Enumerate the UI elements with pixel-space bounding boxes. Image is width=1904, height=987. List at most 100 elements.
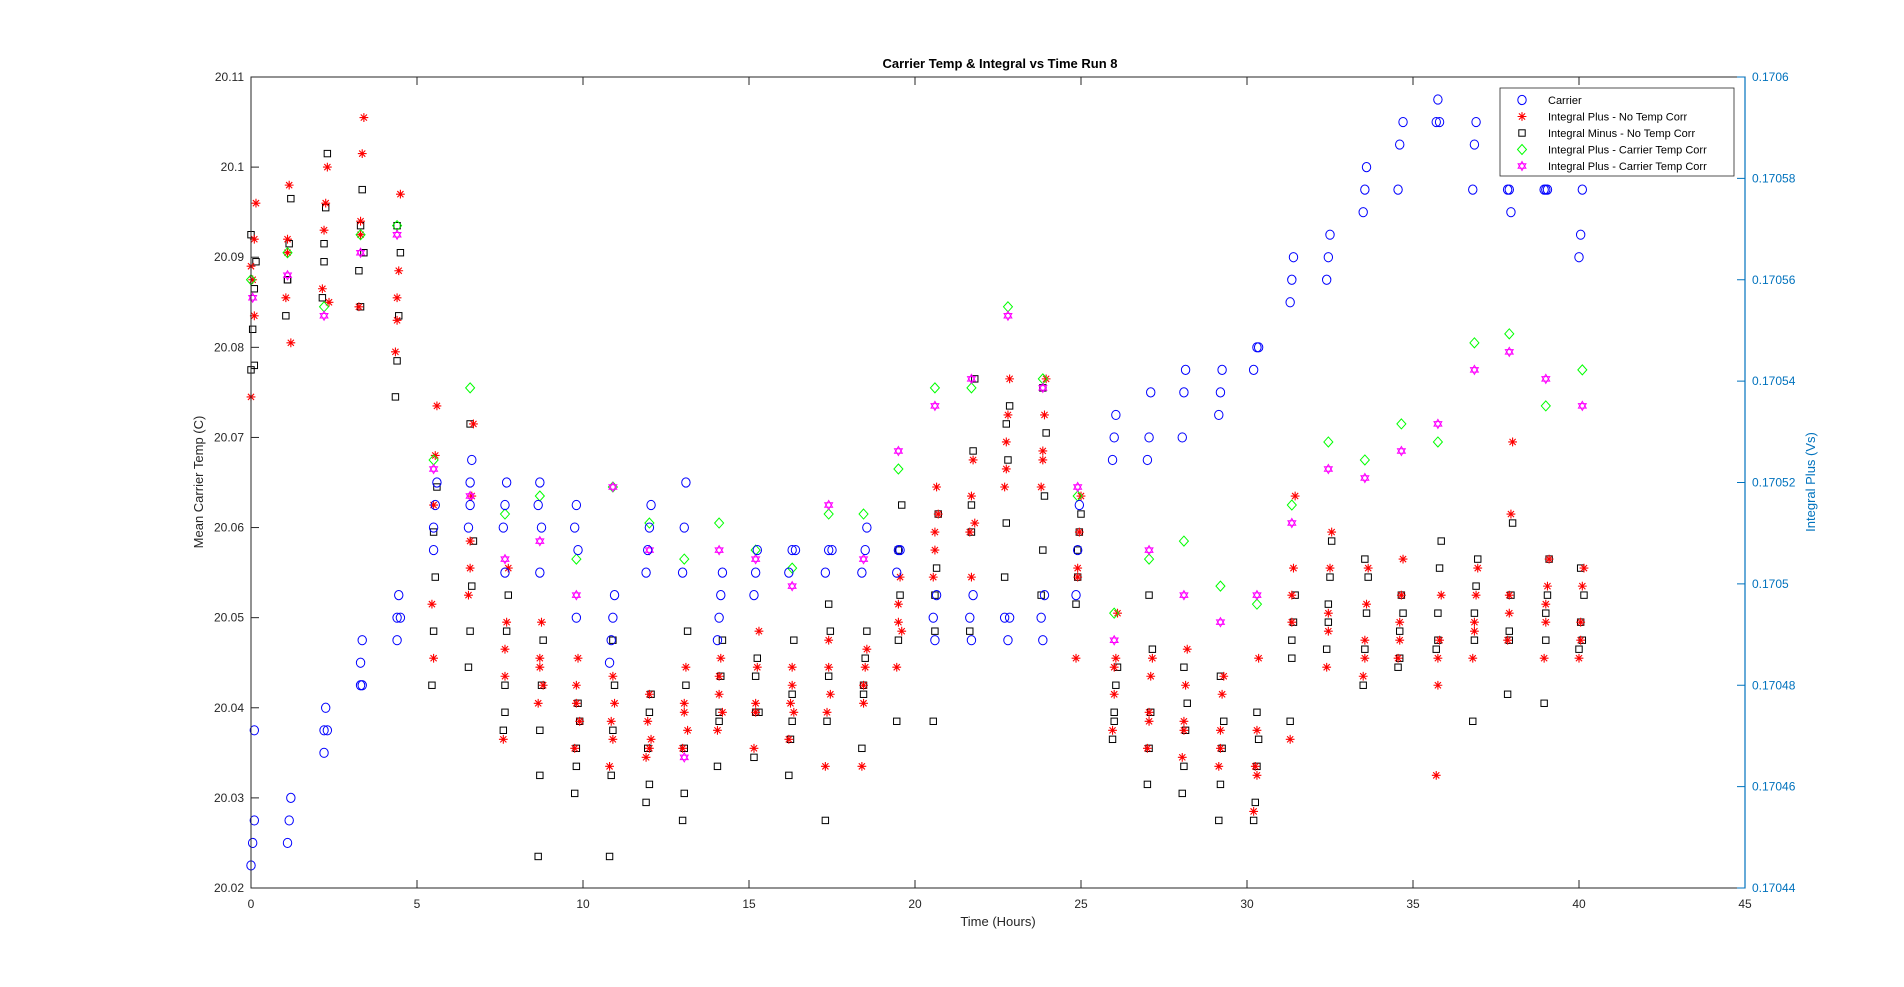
data-point — [500, 553, 510, 562]
data-point — [1508, 437, 1517, 447]
axes: 0 5 10 15 20 25 30 35 40 45 20.02 20.03 20.04 20.05 20… — [214, 70, 1796, 911]
data-point — [1577, 400, 1588, 409]
data-point — [824, 662, 834, 672]
x-tick-label: 10 — [576, 897, 590, 911]
data-point — [1004, 612, 1015, 623]
data-point — [1287, 274, 1297, 285]
data-point — [1251, 598, 1263, 610]
data-point — [642, 798, 650, 807]
data-point — [1541, 599, 1551, 609]
data-point — [465, 563, 475, 573]
data-point — [465, 477, 475, 488]
data-point — [609, 636, 617, 644]
legend-label: Integral Plus - Carrier Temp Corr — [1548, 161, 1707, 173]
data-point — [283, 276, 292, 284]
data-point — [1077, 510, 1085, 518]
data-point — [892, 567, 902, 578]
data-point — [536, 522, 547, 533]
data-point — [1252, 589, 1262, 598]
data-point — [1324, 618, 1333, 626]
data-point — [572, 762, 581, 771]
data-point — [683, 627, 692, 635]
data-point — [1248, 364, 1259, 375]
data-point — [790, 636, 798, 644]
data-point — [1001, 437, 1011, 447]
data-point — [321, 702, 331, 713]
data-point — [610, 698, 619, 708]
data-point-part — [1179, 592, 1189, 601]
data-point — [822, 707, 832, 717]
y-axis-right-label: Integral Plus (Vs) — [1803, 432, 1818, 532]
data-point — [503, 563, 513, 573]
data-point — [646, 734, 656, 744]
data-point — [1038, 446, 1048, 456]
data-point-part — [282, 272, 293, 281]
data-point-part — [750, 556, 761, 565]
data-point — [1216, 780, 1225, 789]
data-point — [1216, 743, 1225, 753]
y-left-tick-label: 20.07 — [214, 430, 244, 444]
data-point — [282, 312, 290, 320]
data-point — [355, 657, 366, 668]
legend-box — [1499, 87, 1735, 177]
data-point — [718, 707, 727, 717]
data-point — [682, 681, 690, 689]
data-point — [429, 653, 438, 663]
data-point — [1361, 162, 1372, 173]
data-point — [319, 310, 329, 319]
data-point — [716, 590, 726, 601]
data-point — [749, 743, 759, 753]
data-point — [1180, 663, 1188, 671]
legend-marker — [1517, 112, 1527, 121]
data-point — [895, 572, 905, 582]
data-point — [287, 194, 295, 203]
data-point — [1110, 708, 1118, 716]
data-point — [931, 627, 939, 635]
data-point — [1039, 546, 1047, 554]
data-point — [677, 567, 688, 578]
data-point — [249, 725, 260, 736]
data-point — [826, 627, 835, 635]
data-point — [1393, 653, 1403, 663]
data-point-part — [1287, 520, 1297, 529]
data-point — [605, 852, 614, 861]
data-point — [1285, 297, 1295, 308]
data-point — [357, 680, 367, 691]
data-point — [498, 522, 509, 533]
data-point-part — [571, 592, 582, 601]
data-point — [751, 672, 760, 680]
data-point — [468, 582, 476, 590]
data-point — [1111, 409, 1121, 421]
data-point — [1040, 410, 1049, 420]
x-tick-label: 45 — [1738, 897, 1752, 911]
data-point — [571, 612, 582, 623]
data-point — [606, 716, 616, 726]
data-point — [1040, 492, 1049, 500]
data-point — [1215, 616, 1226, 625]
data-point — [357, 635, 367, 646]
data-point — [282, 246, 293, 259]
data-point — [971, 375, 979, 383]
x-tick-label: 30 — [1240, 897, 1254, 911]
data-point-part — [1469, 367, 1480, 376]
data-point — [1253, 342, 1264, 353]
data-point — [897, 626, 907, 636]
data-point — [929, 382, 941, 394]
data-point — [1073, 563, 1083, 573]
data-point — [1543, 591, 1552, 599]
data-point — [1147, 653, 1157, 663]
data-point — [678, 816, 687, 825]
y-left-tick-label: 20.04 — [214, 701, 244, 715]
data-point — [1183, 699, 1191, 707]
data-point — [1254, 653, 1264, 663]
data-point — [1577, 364, 1588, 376]
data-point-part — [1577, 403, 1588, 412]
data-point — [1580, 591, 1588, 599]
data-point — [751, 707, 761, 717]
data-point — [928, 612, 938, 623]
data-point — [249, 234, 259, 244]
data-point — [714, 612, 724, 623]
data-point — [1470, 626, 1479, 636]
data-point — [862, 522, 872, 533]
